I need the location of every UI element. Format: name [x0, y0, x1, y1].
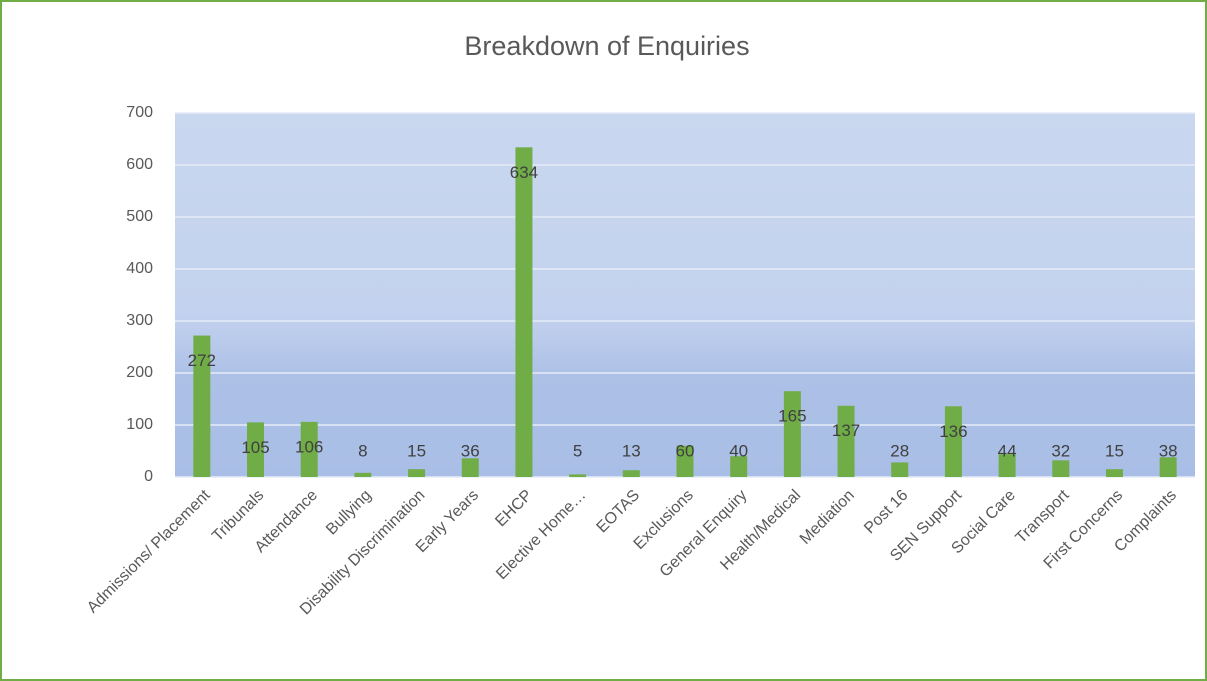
value-label: 8: [358, 441, 367, 460]
bar: [193, 335, 211, 477]
y-tick-label: 100: [126, 416, 153, 433]
value-label: 15: [407, 441, 426, 460]
bar: [837, 405, 855, 477]
y-tick-label: 200: [126, 364, 153, 381]
bar: [622, 470, 640, 477]
value-label: 137: [832, 421, 860, 440]
bar: [247, 422, 265, 477]
bar: [1159, 457, 1177, 477]
y-tick-label: 700: [126, 104, 153, 121]
y-tick-label: 500: [126, 208, 153, 225]
value-label: 634: [510, 163, 538, 182]
bar: [1052, 460, 1070, 477]
bar: [461, 458, 479, 477]
value-label: 32: [1051, 441, 1070, 460]
value-label: 15: [1105, 441, 1124, 460]
y-tick-label: 300: [126, 312, 153, 329]
plot-area: [175, 113, 1195, 477]
bar: [944, 406, 962, 477]
bar: [300, 421, 318, 477]
y-tick-label: 600: [126, 156, 153, 173]
value-label: 136: [939, 422, 967, 441]
bar: [515, 147, 533, 477]
value-label: 13: [622, 441, 641, 460]
value-label: 5: [573, 441, 582, 460]
value-label: 44: [998, 441, 1017, 460]
value-label: 272: [188, 351, 216, 370]
y-tick-label: 400: [126, 260, 153, 277]
bar: [998, 454, 1016, 477]
value-label: 106: [295, 437, 323, 456]
bar: [783, 391, 801, 477]
bar: [569, 474, 587, 477]
value-label: 38: [1159, 441, 1178, 460]
value-label: 28: [890, 441, 909, 460]
value-label: 105: [241, 438, 269, 457]
bar: [354, 472, 372, 477]
bar: [730, 456, 748, 477]
value-label: 60: [676, 441, 695, 460]
value-label: 40: [729, 441, 748, 460]
chart-title: Breakdown of Enquiries: [464, 31, 749, 61]
value-label: 165: [778, 407, 806, 426]
bar: [1105, 469, 1123, 477]
bar: [676, 445, 694, 477]
bar: [408, 469, 426, 477]
bar: [891, 462, 909, 477]
value-label: 36: [461, 441, 480, 460]
y-tick-label: 0: [144, 468, 153, 485]
